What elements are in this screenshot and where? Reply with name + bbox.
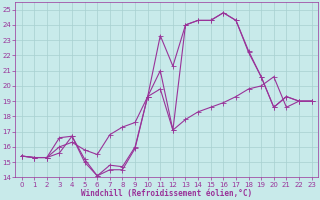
- X-axis label: Windchill (Refroidissement éolien,°C): Windchill (Refroidissement éolien,°C): [81, 189, 252, 198]
